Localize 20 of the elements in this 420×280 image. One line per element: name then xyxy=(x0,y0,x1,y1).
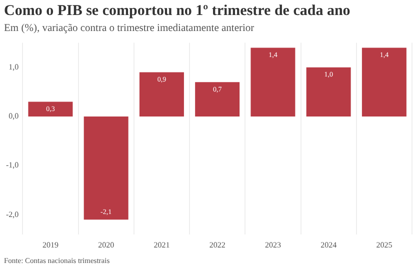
bar xyxy=(306,67,351,116)
bar xyxy=(28,102,73,116)
x-tick-label: 2020 xyxy=(98,240,114,250)
bar xyxy=(84,116,128,220)
x-tick-label: 2024 xyxy=(320,240,337,250)
y-tick-label: 0,0 xyxy=(8,112,19,121)
y-tick-label: 1,0 xyxy=(8,62,19,72)
x-tick-label: 2021 xyxy=(154,240,170,250)
bar xyxy=(139,72,184,116)
chart-subtitle: Em (%), variação contra o trimestre imediatamente anterior xyxy=(4,23,256,34)
x-tick-label: 2025 xyxy=(376,240,392,250)
bar xyxy=(250,48,296,116)
bar xyxy=(195,82,240,116)
y-tick-label: -2,0 xyxy=(6,210,19,219)
x-tick-label: 2023 xyxy=(264,240,281,250)
bar xyxy=(362,48,406,116)
chart-title: Como o PIB se comportou no 1º trimestre de cada ano xyxy=(4,3,352,20)
y-tick-label: -1,0 xyxy=(6,160,19,170)
x-tick-label: 2022 xyxy=(209,240,226,250)
x-tick-label: 2019 xyxy=(42,240,58,250)
